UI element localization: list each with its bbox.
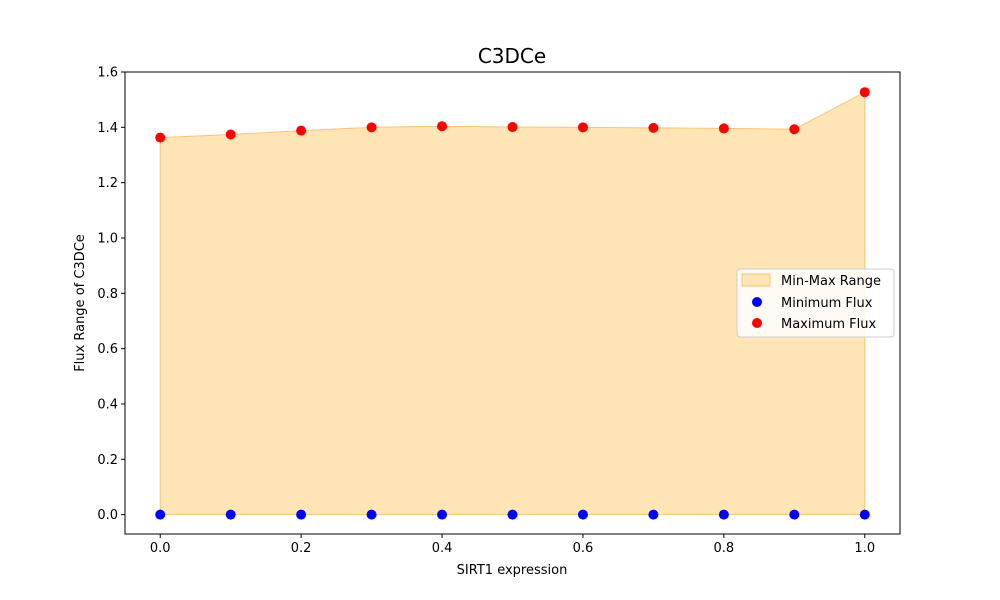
y-axis-label: Flux Range of C3DCe <box>73 234 88 372</box>
minimum-flux-point <box>577 509 588 520</box>
legend-marker-maximum-flux <box>752 318 762 328</box>
x-tick-label: 0.8 <box>714 541 735 556</box>
x-axis-label: SIRT1 expression <box>457 563 568 578</box>
y-tick-label: 1.0 <box>97 231 118 246</box>
legend-label-min-max-range: Min-Max Range <box>781 274 881 289</box>
minimum-flux-points <box>155 509 870 520</box>
minimum-flux-point <box>225 509 236 520</box>
x-tick-label: 1.0 <box>854 541 875 556</box>
maximum-flux-point <box>296 125 307 136</box>
minimum-flux-point <box>718 509 729 520</box>
y-tick-label: 0.2 <box>97 453 118 468</box>
maximum-flux-points <box>155 87 870 143</box>
x-tick-label: 0.2 <box>291 541 312 556</box>
maximum-flux-point <box>155 132 166 143</box>
legend-box <box>736 268 895 338</box>
y-tick-label: 1.2 <box>97 176 118 191</box>
maximum-flux-point <box>718 123 729 134</box>
minimum-flux-point <box>648 509 659 520</box>
y-tick-label: 0.4 <box>97 397 118 412</box>
y-tick-label: 0.0 <box>97 508 118 523</box>
maximum-flux-point <box>507 122 518 133</box>
x-tick-label: 0.6 <box>573 541 594 556</box>
y-tick-label: 1.6 <box>97 66 118 81</box>
x-tick-label: 0.0 <box>150 541 171 556</box>
x-tick-label: 0.4 <box>432 541 453 556</box>
maximum-flux-point <box>648 122 659 133</box>
chart-title: C3DCe <box>478 44 546 68</box>
legend-label-maximum-flux: Maximum Flux <box>781 317 877 332</box>
minimum-flux-point <box>155 509 166 520</box>
maximum-flux-point <box>577 122 588 133</box>
minimum-flux-point <box>437 509 448 520</box>
x-axis: 0.0 0.2 0.4 0.6 0.8 1.0 <box>150 534 875 556</box>
y-tick-label: 0.6 <box>97 342 118 357</box>
y-tick-label: 0.8 <box>97 287 118 302</box>
plot-area <box>124 71 901 535</box>
minimum-flux-point <box>859 509 870 520</box>
minimum-flux-point <box>366 509 377 520</box>
y-axis: 0.0 0.2 0.4 0.6 0.8 1.0 1.2 1.4 1.6 <box>97 66 125 523</box>
axes-frame <box>124 71 901 535</box>
y-tick-label: 1.4 <box>97 121 118 136</box>
legend-marker-minimum-flux <box>752 297 762 307</box>
maximum-flux-point <box>789 124 800 135</box>
legend-label-minimum-flux: Minimum Flux <box>781 296 873 311</box>
maximum-flux-point <box>366 122 377 133</box>
legend-swatch-min-max-range <box>741 273 771 287</box>
minimum-flux-point <box>789 509 800 520</box>
maximum-flux-point <box>859 87 870 98</box>
legend: Min-Max Range Minimum Flux Maximum Flux <box>736 268 895 338</box>
maximum-flux-point <box>225 129 236 140</box>
minimum-flux-point <box>507 509 518 520</box>
minimum-flux-point <box>296 509 307 520</box>
maximum-flux-point <box>437 121 448 132</box>
